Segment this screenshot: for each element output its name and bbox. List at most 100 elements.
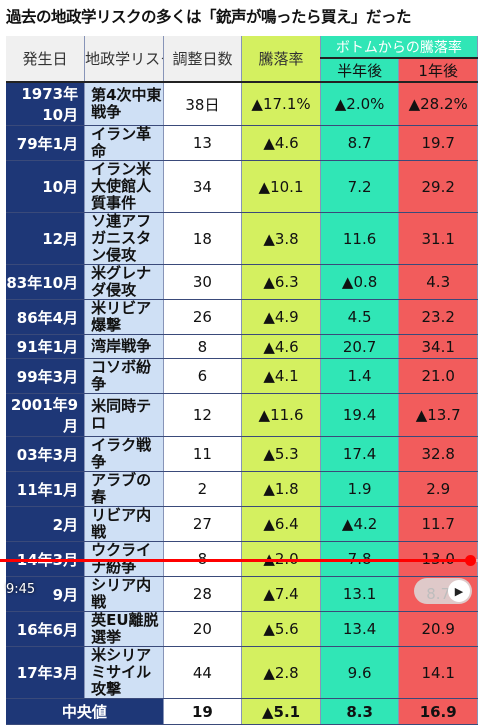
table-row: 91年1月 湾岸戦争 8 ▲4.6 20.7 34.1 <box>6 334 478 359</box>
row-days: 13 <box>163 125 243 161</box>
row-fall: ▲4.1 <box>241 358 321 394</box>
row-half: 20.7 <box>320 334 400 359</box>
row-half: 11.6 <box>320 212 400 265</box>
progress-knob[interactable] <box>465 555 477 566</box>
row-days: 20 <box>163 611 243 647</box>
row-fall: ▲11.6 <box>241 393 321 437</box>
row-date: 16年6月 <box>6 611 86 647</box>
row-date: 91年1月 <box>6 334 86 359</box>
row-days: 28 <box>163 576 243 612</box>
table-row: 12月 ソ連アフガニスタン侵攻 18 ▲3.8 11.6 31.1 <box>6 212 478 265</box>
risk-table: 発生日 地政学リスク名 調整日数 騰落率 ボトムからの騰落率 半年後 1年後 1… <box>6 36 479 725</box>
row-half: ▲4.2 <box>320 506 400 542</box>
video-time: 9:45 <box>6 582 36 597</box>
table-row: 2月 リビア内戦 27 ▲6.4 ▲4.2 11.7 <box>6 506 478 542</box>
row-year: 19.7 <box>398 125 478 161</box>
row-name: 米リビア爆撃 <box>84 299 164 335</box>
row-year: 23.2 <box>398 299 478 335</box>
row-name: イラン米大使館人質事件 <box>84 160 164 213</box>
progress-fill <box>0 559 472 562</box>
row-half: 9.6 <box>320 646 400 699</box>
row-days: 2 <box>163 471 243 507</box>
header-date: 発生日 <box>6 36 86 83</box>
header-bottom-group: ボトムからの騰落率 <box>320 36 479 59</box>
row-date: 2001年9月 <box>6 393 86 437</box>
row-date: 79年1月 <box>6 125 86 161</box>
row-fall: ▲10.1 <box>241 160 321 213</box>
row-year: ▲28.2% <box>398 82 478 126</box>
table-row: 83年10月 米グレナダ侵攻 30 ▲6.3 ▲0.8 4.3 <box>6 264 478 300</box>
row-half: 8.7 <box>320 125 400 161</box>
footer-year: 16.9 <box>398 698 478 725</box>
row-date: 1973年10月 <box>6 82 86 126</box>
row-name: アラブの春 <box>84 471 164 507</box>
row-days: 26 <box>163 299 243 335</box>
row-half: 19.4 <box>320 393 400 437</box>
footer-half: 8.3 <box>320 698 400 725</box>
row-half: 7.2 <box>320 160 400 213</box>
row-name: 湾岸戦争 <box>84 334 164 359</box>
row-year: 29.2 <box>398 160 478 213</box>
row-half: 13.4 <box>320 611 400 647</box>
table-row: 79年1月 イラン革命 13 ▲4.6 8.7 19.7 <box>6 125 478 161</box>
footer-label: 中央値 <box>6 698 164 725</box>
row-year: ▲13.7 <box>398 393 478 437</box>
row-half: 17.4 <box>320 436 400 472</box>
table-row: 1973年10月 第4次中東戦争 38日 ▲17.1% ▲2.0% ▲28.2% <box>6 82 478 126</box>
play-icon: ▶ <box>448 580 470 602</box>
row-half: ▲2.0% <box>320 82 400 126</box>
row-days: 12 <box>163 393 243 437</box>
row-name: 米グレナダ侵攻 <box>84 264 164 300</box>
row-half: ▲0.8 <box>320 264 400 300</box>
row-year: 21.0 <box>398 358 478 394</box>
row-fall: ▲1.8 <box>241 471 321 507</box>
row-name: 第4次中東戦争 <box>84 82 164 126</box>
row-fall: ▲4.9 <box>241 299 321 335</box>
header-days: 調整日数 <box>163 36 243 83</box>
row-name: コソボ紛争 <box>84 358 164 394</box>
row-name: ソ連アフガニスタン侵攻 <box>84 212 164 265</box>
table-row: 2001年9月 米同時テロ 12 ▲11.6 19.4 ▲13.7 <box>6 393 478 437</box>
header-half: 半年後 <box>320 58 400 83</box>
row-date: 86年4月 <box>6 299 86 335</box>
row-year: 4.3 <box>398 264 478 300</box>
page-title: 過去の地政学リスクの多くは「銃声が鳴ったら買え」だった <box>0 0 486 34</box>
row-half: 1.9 <box>320 471 400 507</box>
row-name: イラク戦争 <box>84 436 164 472</box>
row-fall: ▲4.6 <box>241 334 321 359</box>
row-days: 30 <box>163 264 243 300</box>
row-fall: ▲3.8 <box>241 212 321 265</box>
row-days: 44 <box>163 646 243 699</box>
row-fall: ▲17.1% <box>241 82 321 126</box>
row-date: 03年3月 <box>6 436 86 472</box>
row-days: 11 <box>163 436 243 472</box>
row-date: 83年10月 <box>6 264 86 300</box>
row-year: 11.7 <box>398 506 478 542</box>
table-row: 99年3月 コソボ紛争 6 ▲4.1 1.4 21.0 <box>6 358 478 394</box>
row-date: 11年1月 <box>6 471 86 507</box>
row-fall: ▲2.8 <box>241 646 321 699</box>
row-name: シリア内戦 <box>84 576 164 612</box>
row-year: 34.1 <box>398 334 478 359</box>
row-days: 8 <box>163 334 243 359</box>
row-date: 10月 <box>6 160 86 213</box>
table-row: 10月 イラン米大使館人質事件 34 ▲10.1 7.2 29.2 <box>6 160 478 213</box>
row-date: 17年3月 <box>6 646 86 699</box>
row-date: 12月 <box>6 212 86 265</box>
table-row: 03年3月 イラク戦争 11 ▲5.3 17.4 32.8 <box>6 436 478 472</box>
row-year: 2.9 <box>398 471 478 507</box>
header-name: 地政学リスク名 <box>84 36 164 83</box>
row-name: 米シリアミサイル攻撃 <box>84 646 164 699</box>
row-fall: ▲4.6 <box>241 125 321 161</box>
row-year: 20.9 <box>398 611 478 647</box>
row-fall: ▲6.4 <box>241 506 321 542</box>
video-progress-bar[interactable] <box>0 555 486 566</box>
row-days: 34 <box>163 160 243 213</box>
row-days: 18 <box>163 212 243 265</box>
row-half: 4.5 <box>320 299 400 335</box>
autoplay-toggle[interactable]: ▶ <box>414 578 472 604</box>
row-date: 2月 <box>6 506 86 542</box>
row-name: イラン革命 <box>84 125 164 161</box>
table-row: 11年1月 アラブの春 2 ▲1.8 1.9 2.9 <box>6 471 478 507</box>
row-name: 米同時テロ <box>84 393 164 437</box>
